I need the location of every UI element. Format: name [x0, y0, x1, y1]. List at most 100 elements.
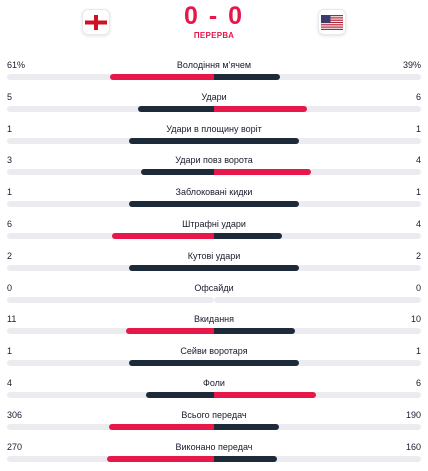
home-value: 6	[7, 218, 13, 229]
stat-label: Удари повз ворота	[175, 155, 253, 166]
away-value: 1	[415, 346, 421, 357]
home-bar-track	[7, 360, 214, 367]
away-value: 160	[405, 441, 421, 452]
stat-row: 1 Сейви воротаря 1	[0, 344, 428, 376]
away-value: 10	[410, 314, 421, 325]
home-bar	[110, 74, 214, 80]
stat-row: 4 Фоли 6	[0, 376, 428, 408]
home-bar	[129, 360, 214, 367]
home-value: 1	[7, 187, 13, 198]
usa-flag-icon[interactable]	[318, 9, 346, 35]
home-value: 4	[7, 377, 13, 388]
away-bar-track	[214, 423, 421, 430]
away-bar-track	[214, 328, 421, 335]
away-bar-track	[214, 296, 421, 303]
stat-row: 270 Виконано передач 160	[0, 440, 428, 471]
home-value: 0	[7, 282, 13, 293]
stat-label: Вкидання	[193, 314, 235, 325]
match-header: 0 - 0 ПЕРЕРВА	[0, 0, 428, 48]
stat-label: Сейви воротаря	[180, 346, 248, 357]
stat-row: 11 Вкидання 10	[0, 312, 428, 344]
home-value: 270	[7, 441, 23, 452]
stat-label: Удари в площину воріт	[166, 123, 262, 134]
stat-label: Офсайди	[194, 282, 234, 293]
home-bar	[141, 169, 214, 176]
home-bar	[129, 201, 214, 208]
away-bar	[214, 169, 311, 176]
home-bar-track	[7, 296, 214, 303]
stat-row: 2 Кутові удари 2	[0, 249, 428, 281]
home-value: 1	[7, 346, 13, 357]
home-bar-track	[7, 328, 214, 335]
match-statistics: 61% Володіння м'ячем 39% 5 Удари 6 1 Удари в пл…	[0, 58, 428, 471]
away-value: 39%	[402, 60, 421, 70]
away-value: 4	[415, 218, 421, 229]
home-bar-track	[7, 264, 214, 271]
stat-row: 1 Удари в площину воріт 1	[0, 122, 428, 154]
away-value: 0	[415, 282, 421, 293]
stat-label: Заблоковані кидки	[175, 187, 253, 198]
away-bar	[214, 74, 280, 80]
stat-label: Удари	[201, 91, 227, 102]
home-bar-track	[7, 137, 214, 144]
home-bar	[138, 105, 214, 112]
home-value: 11	[7, 314, 17, 325]
away-value: 6	[415, 91, 421, 102]
home-value: 61%	[7, 60, 26, 70]
away-bar	[214, 137, 299, 144]
away-value: 1	[415, 187, 421, 198]
away-bar	[214, 423, 279, 430]
home-value: 5	[7, 91, 13, 102]
away-value: 1	[415, 123, 421, 134]
away-bar-track	[214, 137, 421, 144]
home-value: 3	[7, 155, 13, 166]
home-value: 2	[7, 250, 13, 261]
stat-row: 1 Заблоковані кидки 1	[0, 185, 428, 217]
away-bar-track	[214, 105, 421, 112]
home-bar	[126, 328, 214, 335]
away-bar-track	[214, 201, 421, 208]
home-bar	[146, 391, 214, 398]
away-bar-track	[214, 232, 421, 239]
home-bar-track	[7, 169, 214, 176]
away-value: 6	[415, 377, 421, 388]
away-value: 190	[405, 409, 421, 420]
away-bar-track	[214, 391, 421, 398]
away-bar	[214, 201, 299, 208]
away-bar-track	[214, 455, 421, 462]
away-bar-track	[214, 360, 421, 367]
home-value: 1	[7, 123, 13, 134]
home-bar-track	[7, 105, 214, 112]
home-bar	[112, 232, 214, 239]
away-bar	[214, 328, 295, 335]
away-bar	[214, 232, 282, 239]
stat-row: 306 Всього передач 190	[0, 408, 428, 440]
stat-label: Володіння м'ячем	[176, 60, 252, 70]
away-bar-track	[214, 264, 421, 271]
stat-row: 5 Удари 6	[0, 90, 428, 122]
away-bar	[214, 105, 307, 112]
away-value: 4	[415, 155, 421, 166]
home-bar	[107, 455, 214, 462]
home-bar-track	[7, 232, 214, 239]
away-bar-track	[214, 169, 421, 176]
home-bar-track	[7, 201, 214, 208]
stat-label: Штрафні удари	[182, 218, 246, 229]
home-value: 306	[7, 409, 23, 420]
stat-label: Кутові удари	[187, 250, 241, 261]
stat-row: 61% Володіння м'ячем 39%	[0, 58, 428, 90]
match-status: ПЕРЕРВА	[193, 31, 235, 40]
home-bar	[129, 137, 214, 144]
home-bar-track	[7, 391, 214, 398]
home-bar	[129, 264, 214, 271]
england-flag-icon[interactable]	[82, 9, 110, 35]
stat-label: Фоли	[203, 377, 225, 388]
stat-row: 3 Удари повз ворота 4	[0, 153, 428, 185]
away-bar	[214, 264, 299, 271]
match-score: 0 - 0	[183, 2, 245, 30]
away-bar-track	[214, 74, 421, 80]
stat-label: Виконано передач	[175, 441, 253, 452]
home-bar	[109, 423, 214, 430]
away-bar	[214, 360, 299, 367]
stat-row: 6 Штрафні удари 4	[0, 217, 428, 249]
